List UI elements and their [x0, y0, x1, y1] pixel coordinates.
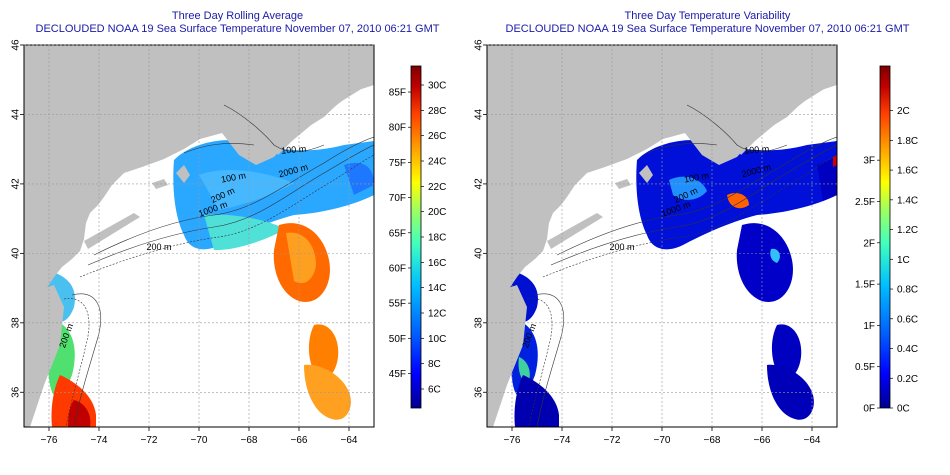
colorbar-fahrenheit-label: 80F	[389, 123, 406, 134]
right-map-frame: −76 −74 −72 −70 −68 −66 −64 46 44 42 40 38 36 200 m 1…	[474, 39, 838, 446]
right-lat-tick-label: 40	[474, 247, 485, 259]
colorbar-fahrenheit-label: 0.5F	[855, 362, 875, 373]
right-lon-tick-label: −64	[804, 435, 821, 446]
colorbar-celsius-label: 1.8C	[897, 136, 918, 147]
colorbar-fahrenheit-label: 2F	[863, 238, 875, 249]
right-colorbar	[879, 65, 891, 409]
colorbar-fahrenheit-label: 70F	[389, 193, 406, 204]
left-contour-label: 200 m	[146, 242, 171, 252]
left-panel-subtitle: DECLOUDED NOAA 19 Sea Surface Temperatur…	[35, 23, 440, 35]
left-lon-tick-label: −64	[341, 435, 358, 446]
left-lat-tick-label: 46	[11, 39, 22, 51]
colorbar-celsius-label: 1.2C	[897, 225, 918, 236]
left-lon-tick-label: −70	[191, 435, 208, 446]
colorbar-fahrenheit-label: 50F	[389, 334, 406, 345]
right-lon-tick-label: −72	[604, 435, 621, 446]
left-lat-tick-label: 38	[11, 317, 22, 329]
right-lat-tick-label: 38	[474, 317, 485, 329]
colorbar-celsius-label: 1C	[897, 255, 910, 266]
colorbar-celsius-label: 18C	[428, 233, 446, 244]
colorbar-celsius-label: 28C	[428, 106, 446, 117]
left-map-frame: −76 −74 −72 −70 −68 −66 −64 46 44 42 40 38 36 200 m 1…	[11, 39, 375, 446]
right-lon-tick-label: −70	[654, 435, 671, 446]
colorbar-celsius-label: 0.4C	[897, 344, 918, 355]
colorbar-celsius-label: 14C	[428, 283, 446, 294]
colorbar-celsius-label: 10C	[428, 334, 446, 345]
colorbar-celsius-label: 22C	[428, 182, 446, 193]
colorbar-celsius-label: 20C	[428, 207, 446, 218]
colorbar-fahrenheit-label: 2.5F	[855, 197, 875, 208]
left-panel-title: Three Day Rolling Average	[171, 10, 304, 22]
colorbar-celsius-label: 12C	[428, 309, 446, 320]
right-contour-label: 100 m	[744, 144, 770, 156]
colorbar-fahrenheit-label: 3F	[863, 156, 875, 167]
colorbar-celsius-label: 6C	[428, 385, 441, 396]
right-lon-tick-label: −74	[554, 435, 571, 446]
left-lon-tick-label: −76	[41, 435, 58, 446]
right-lon-tick-label: −66	[754, 435, 771, 446]
colorbar-celsius-label: 1.6C	[897, 166, 918, 177]
colorbar-fahrenheit-label: 60F	[389, 263, 406, 274]
colorbar-fahrenheit-label: 75F	[389, 158, 406, 169]
colorbar-fahrenheit-label: 1.5F	[855, 280, 875, 291]
colorbar-celsius-label: 0C	[897, 404, 910, 415]
left-lat-tick-label: 40	[11, 247, 22, 259]
colorbar-fahrenheit-label: 1F	[863, 321, 875, 332]
colorbar-celsius-label: 0.6C	[897, 314, 918, 325]
right-lat-tick-label: 42	[474, 178, 485, 190]
colorbar-fahrenheit-label: 55F	[389, 299, 406, 310]
left-colorbar	[410, 65, 422, 409]
left-contour-label: 100 m	[281, 144, 307, 156]
left-lon-tick-label: −68	[241, 435, 258, 446]
right-lon-tick-label: −76	[504, 435, 521, 446]
right-lat-tick-label: 44	[474, 108, 485, 120]
left-lat-tick-label: 36	[11, 386, 22, 398]
right-contour-label: 200 m	[609, 242, 634, 252]
colorbar-celsius-label: 8C	[428, 359, 441, 370]
colorbar-celsius-label: 30C	[428, 81, 446, 92]
left-lat-tick-label: 44	[11, 108, 22, 120]
colorbar-celsius-label: 26C	[428, 131, 446, 142]
colorbar-celsius-label: 0.8C	[897, 285, 918, 296]
left-lon-tick-label: −74	[91, 435, 108, 446]
left-lon-tick-label: −72	[141, 435, 158, 446]
colorbar-fahrenheit-label: 0F	[863, 404, 875, 415]
right-lon-tick-label: −68	[704, 435, 721, 446]
colorbar-celsius-label: 2C	[897, 106, 910, 117]
left-lon-tick-label: −66	[291, 435, 308, 446]
colorbar-celsius-label: 16C	[428, 258, 446, 269]
right-panel-subtitle: DECLOUDED NOAA 19 Sea Surface Temperatur…	[505, 23, 910, 35]
right-lat-tick-label: 46	[474, 39, 485, 51]
left-lat-tick-label: 42	[11, 178, 22, 190]
left-contour-label: 100 m	[220, 170, 246, 184]
right-panel-title: Three Day Temperature Variability	[624, 10, 791, 22]
colorbar-celsius-label: 24C	[428, 157, 446, 168]
right-contour-label: 100 m	[683, 170, 709, 184]
colorbar-fahrenheit-label: 45F	[389, 369, 406, 380]
right-lat-tick-label: 36	[474, 386, 485, 398]
colorbar-fahrenheit-label: 85F	[389, 88, 406, 99]
colorbar-fahrenheit-label: 65F	[389, 228, 406, 239]
colorbar-celsius-label: 1.4C	[897, 195, 918, 206]
colorbar-celsius-label: 0.2C	[897, 374, 918, 385]
